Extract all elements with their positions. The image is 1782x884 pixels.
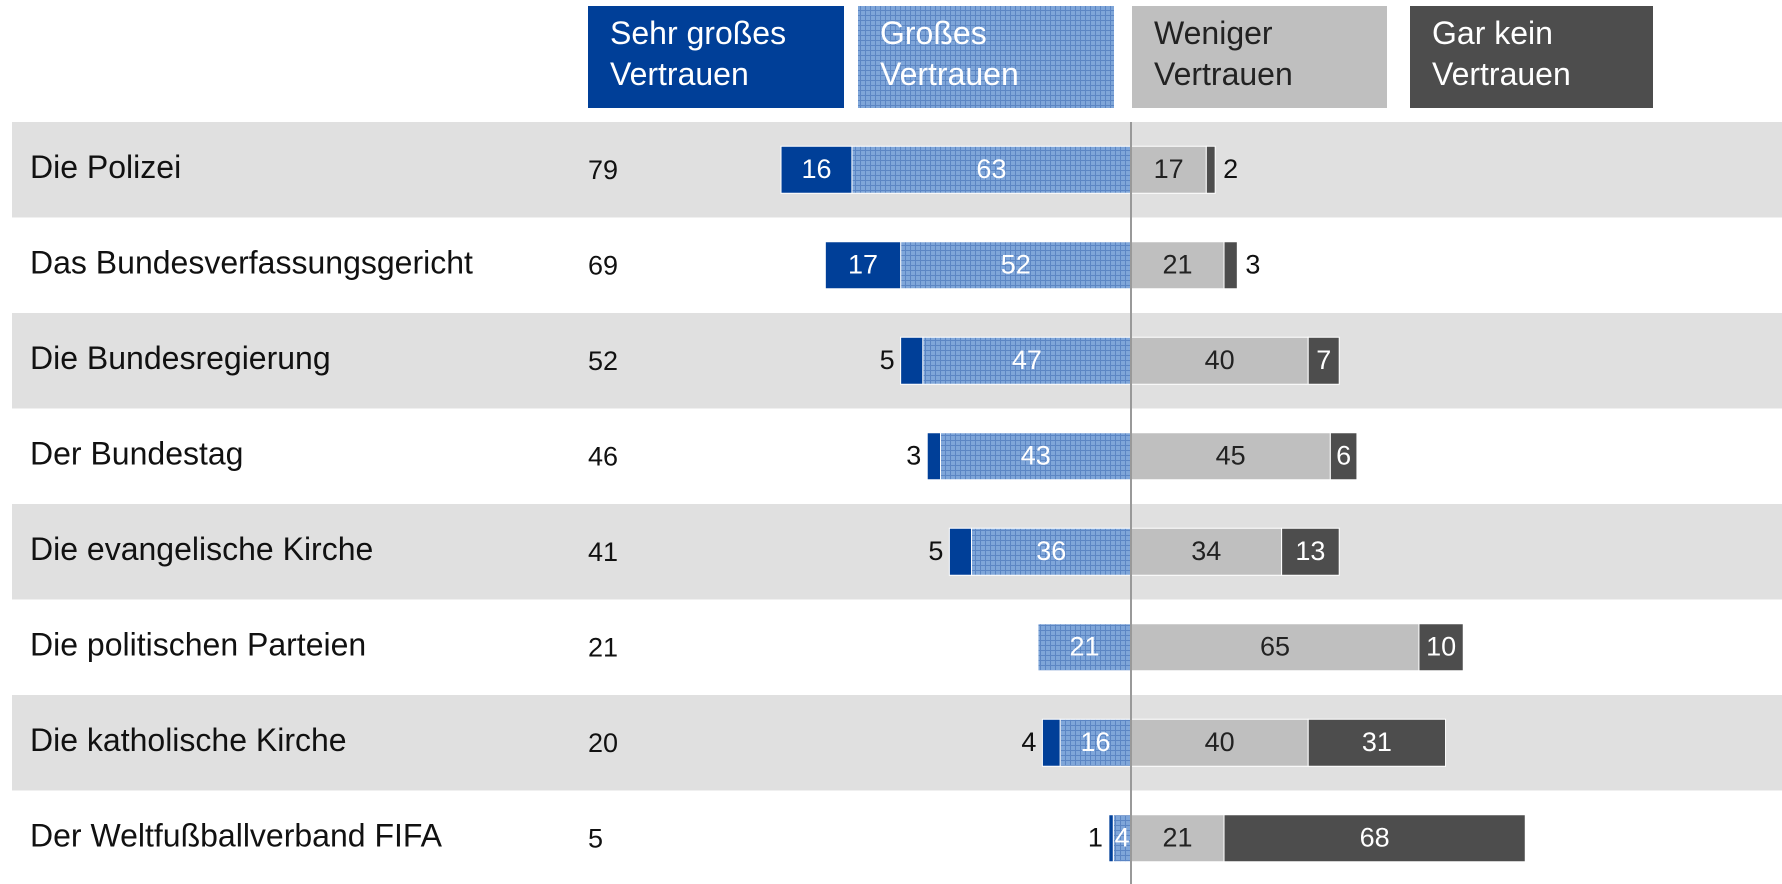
legend-line: Großes — [880, 15, 987, 51]
bar — [926, 432, 942, 481]
bar — [1130, 814, 1225, 863]
category-label: Die katholische Kirche — [30, 722, 347, 758]
category-label: Die Bundesregierung — [30, 340, 331, 376]
bar-label: 63 — [976, 154, 1006, 184]
bar-label: 40 — [1205, 727, 1235, 757]
bar — [1041, 718, 1061, 767]
bar-label: 13 — [1295, 536, 1325, 566]
row-band — [12, 313, 1782, 409]
bar-label: 21 — [1162, 249, 1192, 279]
bar — [1418, 623, 1464, 672]
legend-line: Vertrauen — [610, 56, 749, 92]
bar-label: 4 — [1115, 822, 1130, 852]
legend-swatch — [588, 6, 844, 108]
bar-label: 7 — [1316, 345, 1331, 375]
bar — [824, 241, 902, 290]
legend-label: Großes Vertrauen — [880, 15, 1019, 92]
bar-label: 43 — [1021, 440, 1051, 470]
bar-label: 10 — [1426, 631, 1456, 661]
bar — [851, 145, 1132, 194]
bar-label: 31 — [1362, 727, 1392, 757]
bar-label: 36 — [1036, 536, 1066, 566]
total-label: 41 — [588, 537, 618, 567]
bar-label: 3 — [906, 440, 921, 470]
row-band — [12, 504, 1782, 600]
bar-label: 40 — [1205, 345, 1235, 375]
bar-label: 4 — [1021, 727, 1036, 757]
legend-line: Vertrauen — [1154, 56, 1293, 92]
bar-label: 16 — [1081, 727, 1111, 757]
bar-label: 68 — [1360, 822, 1390, 852]
total-label: 69 — [588, 250, 618, 280]
legend-swatch — [858, 6, 1114, 108]
bar-label: 34 — [1191, 536, 1221, 566]
bar-label: 17 — [1154, 154, 1184, 184]
bar-label: 5 — [928, 536, 943, 566]
category-label: Die politischen Parteien — [30, 627, 366, 663]
category-label: Das Bundesverfassungsgericht — [30, 245, 473, 281]
bar — [1205, 145, 1216, 194]
bar-label: 45 — [1216, 440, 1246, 470]
bar-label: 5 — [880, 345, 895, 375]
category-label: Die Polizei — [30, 149, 181, 185]
bar — [948, 527, 973, 576]
bar — [1223, 814, 1526, 863]
total-label: 5 — [588, 823, 603, 853]
bar — [922, 336, 1132, 385]
bar-label: 6 — [1336, 440, 1351, 470]
bar — [780, 145, 853, 194]
legend-line: Weniger — [1154, 15, 1273, 51]
bar-label: 21 — [1069, 631, 1099, 661]
bar — [1307, 336, 1340, 385]
total-label: 20 — [588, 728, 618, 758]
bar-label: 47 — [1012, 345, 1042, 375]
bar — [1130, 432, 1331, 481]
bar-label: 1 — [1088, 822, 1103, 852]
bar — [900, 336, 924, 385]
bar-label: 2 — [1223, 154, 1238, 184]
bar — [1307, 718, 1447, 767]
bar-label: 21 — [1162, 822, 1192, 852]
legend-label: Gar kein Vertrauen — [1432, 15, 1571, 92]
bar-label: 17 — [848, 249, 878, 279]
total-label: 79 — [588, 155, 618, 185]
legend-line: Vertrauen — [880, 56, 1019, 92]
bar — [1130, 623, 1420, 672]
bar — [1223, 241, 1238, 290]
bar-label: 3 — [1245, 249, 1260, 279]
bar — [1329, 432, 1358, 481]
bar-label: 65 — [1260, 631, 1290, 661]
bar — [1130, 145, 1207, 194]
legend-line: Sehr großes — [610, 15, 786, 51]
legend-swatch — [1410, 6, 1653, 108]
legend-line: Vertrauen — [1432, 56, 1571, 92]
category-label: Der Weltfußballverband FIFA — [30, 818, 443, 854]
bar-label: 52 — [1001, 249, 1031, 279]
legend-label: Sehr großes Vertrauen — [610, 15, 786, 92]
total-label: 21 — [588, 632, 618, 662]
category-label: Der Bundestag — [30, 436, 243, 472]
category-label: Die evangelische Kirche — [30, 531, 373, 567]
total-label: 52 — [588, 346, 618, 376]
legend-label: Weniger Vertrauen — [1154, 15, 1293, 92]
bar-label: 16 — [801, 154, 831, 184]
bar — [1108, 814, 1114, 863]
bar — [900, 241, 1132, 290]
legend-line: Gar kein — [1432, 15, 1553, 51]
total-label: 46 — [588, 441, 618, 471]
legend-swatch — [1132, 6, 1387, 108]
row-band — [12, 695, 1782, 791]
bar — [1281, 527, 1340, 576]
bar — [1130, 336, 1309, 385]
